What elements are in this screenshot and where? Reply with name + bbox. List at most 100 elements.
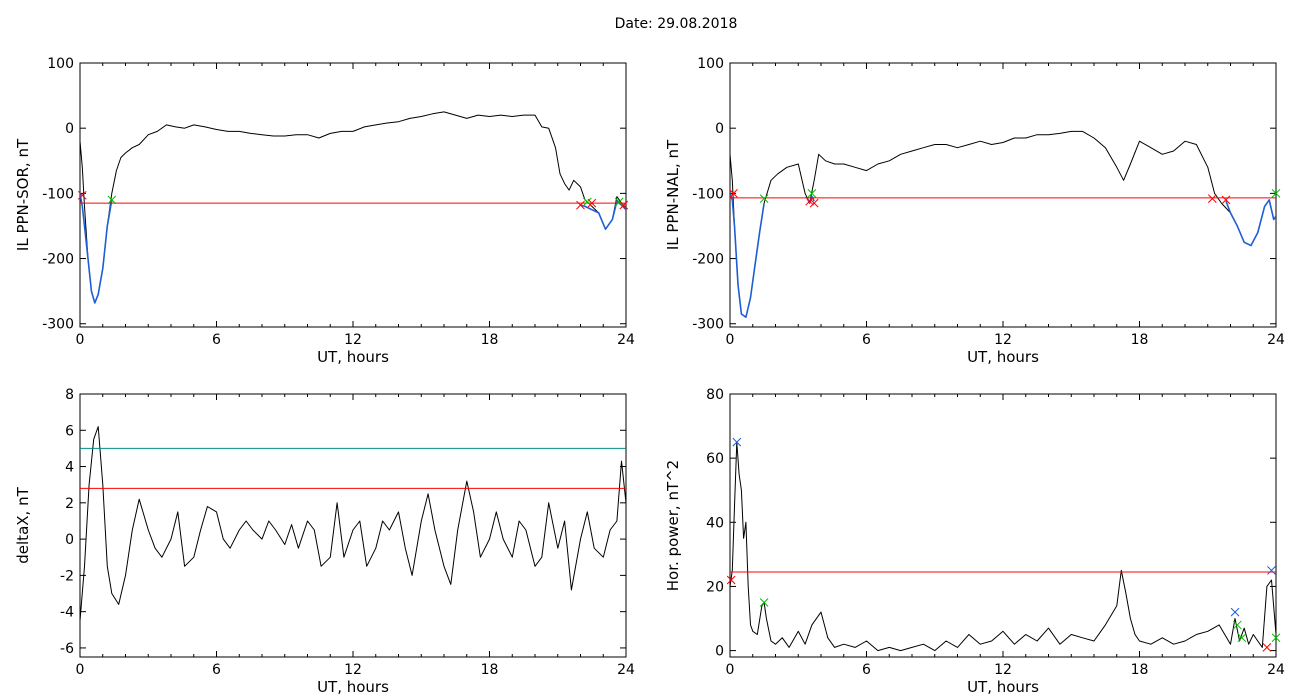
x-marker bbox=[759, 194, 769, 203]
x-marker bbox=[729, 189, 738, 198]
x-marker-stroke bbox=[1237, 633, 1247, 643]
x-tick-label: 12 bbox=[344, 332, 362, 348]
y-tick-label: 60 bbox=[706, 451, 724, 467]
y-tick-label: -200 bbox=[692, 252, 724, 268]
plot-area bbox=[730, 130, 1276, 319]
y-tick-label: -300 bbox=[42, 317, 74, 333]
x-marker bbox=[107, 195, 117, 205]
plot-frame bbox=[79, 393, 627, 658]
x-marker bbox=[77, 190, 87, 200]
x-axis-label: UT, hours bbox=[317, 678, 389, 696]
x-marker-stroke bbox=[1207, 194, 1217, 203]
chart-panel-nal: 0 6 12 18 24 100 0 -100 -200 -300 UT, hours IL PPN-… bbox=[664, 56, 1285, 366]
y-tick-label: -4 bbox=[60, 605, 74, 621]
x-marker bbox=[1271, 633, 1281, 643]
x-marker-stroke bbox=[732, 437, 742, 447]
x-marker bbox=[576, 200, 585, 210]
x-marker-stroke bbox=[587, 198, 597, 208]
x-tick-label: 0 bbox=[726, 662, 735, 678]
y-tick-label: 100 bbox=[47, 56, 74, 72]
x-marker-stroke bbox=[576, 200, 585, 210]
x-marker-stroke bbox=[805, 196, 814, 206]
plot-frame bbox=[729, 62, 1277, 328]
data-trace bbox=[730, 130, 1276, 318]
plot-frame bbox=[79, 62, 627, 328]
x-marker bbox=[1221, 195, 1231, 205]
plot-area bbox=[80, 426, 626, 621]
x-marker-stroke bbox=[107, 195, 117, 205]
x-tick-label: 12 bbox=[994, 662, 1012, 678]
x-marker-stroke bbox=[619, 200, 629, 210]
y-tick-label: 0 bbox=[715, 644, 724, 660]
x-tick-label: 6 bbox=[862, 662, 871, 678]
x-marker bbox=[1232, 620, 1242, 630]
x-marker bbox=[807, 189, 817, 198]
plot-frame bbox=[729, 393, 1277, 658]
event-segment bbox=[80, 193, 113, 304]
x-marker bbox=[726, 575, 736, 585]
y-axis-label: deltaX, nT bbox=[14, 486, 32, 563]
x-marker-stroke bbox=[1232, 620, 1242, 630]
y-axis-label: Hor. power, nT^2 bbox=[664, 460, 682, 591]
x-marker-stroke bbox=[759, 598, 769, 607]
event-segment bbox=[580, 200, 626, 230]
x-marker bbox=[805, 196, 814, 206]
x-marker-stroke bbox=[1262, 643, 1272, 652]
x-tick-label: 12 bbox=[344, 662, 362, 678]
x-tick-label: 18 bbox=[1131, 332, 1149, 348]
x-marker-stroke bbox=[726, 575, 736, 585]
y-tick-label: 6 bbox=[65, 423, 74, 439]
x-axis-label: UT, hours bbox=[967, 348, 1039, 366]
y-tick-label: -6 bbox=[60, 641, 74, 657]
y-tick-label: 0 bbox=[65, 121, 74, 137]
plot-area bbox=[80, 111, 626, 304]
x-marker bbox=[732, 437, 742, 447]
chart-panel-power: 0 6 12 18 24 80 60 40 20 0 UT, hours Hor. power, nT… bbox=[664, 387, 1285, 696]
x-marker-stroke bbox=[1230, 607, 1240, 617]
x-marker bbox=[1207, 194, 1217, 203]
x-marker-stroke bbox=[759, 194, 769, 203]
x-tick-label: 6 bbox=[862, 332, 871, 348]
x-marker-stroke bbox=[809, 198, 819, 208]
x-marker bbox=[619, 200, 629, 210]
x-marker-stroke bbox=[1271, 189, 1281, 198]
y-tick-label: 2 bbox=[65, 496, 74, 512]
y-tick-label: -100 bbox=[692, 186, 724, 202]
data-trace bbox=[80, 111, 626, 304]
chart-panel-deltax: 0 6 12 18 24 8 6 4 2 0 -2 -4 -6 UT, hours deltaX, nT bbox=[14, 387, 635, 696]
y-tick-label: 0 bbox=[715, 121, 724, 137]
x-axis-label: UT, hours bbox=[317, 348, 389, 366]
x-tick-label: 18 bbox=[481, 332, 499, 348]
x-marker bbox=[1237, 633, 1247, 643]
page-title: Date: 29.08.2018 bbox=[614, 16, 738, 32]
x-tick-label: 0 bbox=[76, 662, 85, 678]
x-tick-label: 0 bbox=[726, 332, 735, 348]
x-marker bbox=[1230, 607, 1240, 617]
x-tick-label: 18 bbox=[1131, 662, 1149, 678]
y-axis-label: IL PPN-SOR, nT bbox=[14, 138, 32, 251]
chart-panel-sor: 0 6 12 18 24 100 0 -100 -200 -300 UT, hours IL PPN-… bbox=[14, 56, 635, 366]
y-tick-label: -300 bbox=[692, 317, 724, 333]
x-tick-label: 24 bbox=[617, 662, 635, 678]
x-marker-stroke bbox=[1221, 195, 1231, 205]
x-axis-label: UT, hours bbox=[967, 678, 1039, 696]
x-marker-stroke bbox=[807, 189, 817, 198]
y-tick-label: 20 bbox=[706, 579, 724, 595]
x-marker-stroke bbox=[1271, 633, 1281, 643]
data-trace bbox=[80, 426, 626, 621]
x-tick-label: 0 bbox=[76, 332, 85, 348]
x-marker-stroke bbox=[582, 197, 592, 207]
x-tick-label: 24 bbox=[1267, 332, 1285, 348]
x-marker bbox=[759, 598, 769, 607]
x-marker bbox=[1262, 643, 1272, 652]
x-marker bbox=[1271, 189, 1281, 198]
y-tick-label: -100 bbox=[42, 186, 74, 202]
x-tick-label: 12 bbox=[994, 332, 1012, 348]
y-tick-label: -200 bbox=[42, 252, 74, 268]
event-segment bbox=[730, 193, 765, 319]
y-tick-label: -2 bbox=[60, 568, 74, 584]
x-marker bbox=[587, 198, 597, 208]
y-tick-label: 0 bbox=[65, 532, 74, 548]
x-marker-stroke bbox=[614, 197, 624, 207]
